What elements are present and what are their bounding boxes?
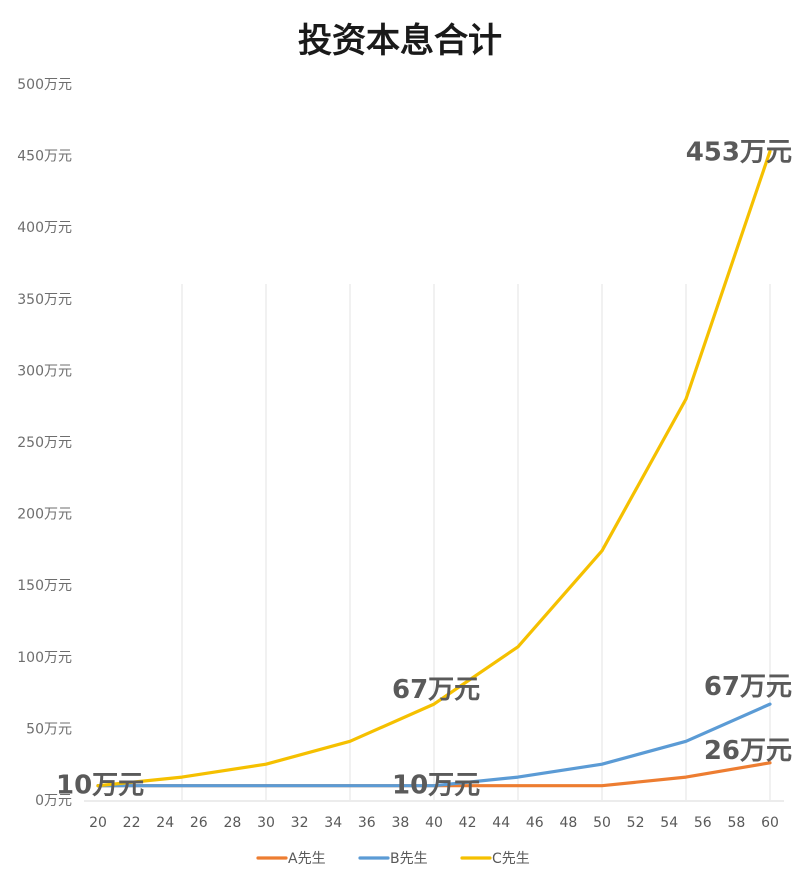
x-tick-label: 42 [459,815,477,831]
x-tick-label: 46 [526,815,544,831]
x-tick-label: 22 [123,815,141,831]
y-tick-label: 500万元 [17,77,72,93]
y-tick-label: 150万元 [17,578,72,594]
x-tick-label: 24 [156,815,174,831]
y-tick-label: 100万元 [17,650,72,666]
y-tick-label: 300万元 [17,363,72,379]
data-label: 26万元 [704,736,792,766]
x-tick-label: 54 [660,815,678,831]
x-tick-label: 52 [627,815,645,831]
series-line [96,702,772,788]
x-tick-label: 56 [694,815,712,831]
y-tick-label: 400万元 [17,220,72,236]
x-tick-label: 58 [727,815,745,831]
y-tick-label: 50万元 [26,721,72,737]
legend-label: B先生 [390,851,428,867]
data-label: 67万元 [704,672,792,702]
x-axis-ticks: 20 22 24 26 28 30 32 34 36 38 40 42 44 46 48 50 52 54 56 58… [89,815,779,831]
data-labels: 10万元 10万元 67万元 67万元 26万元 453万元 [56,137,792,800]
y-tick-label: 250万元 [17,435,72,451]
data-label: 10万元 [56,771,144,801]
legend-label: A先生 [288,851,326,867]
legend-label: C先生 [492,851,530,867]
x-tick-label: 32 [291,815,309,831]
series-line [96,149,772,788]
chart-title: 投资本息合计 [298,21,502,61]
legend: A先生 B先生 C先生 [256,851,530,867]
x-tick-label: 30 [257,815,275,831]
data-label: 67万元 [392,675,480,705]
y-tick-label: 350万元 [17,292,72,308]
series-lines [96,149,772,788]
y-tick-label: 0万元 [35,793,72,809]
x-tick-label: 36 [358,815,376,831]
x-tick-label: 40 [425,815,443,831]
y-tick-label: 450万元 [17,149,72,165]
x-tick-label: 48 [559,815,577,831]
data-label: 10万元 [392,771,480,801]
x-tick-label: 44 [492,815,510,831]
x-tick-label: 26 [190,815,208,831]
data-label: 453万元 [686,137,792,167]
x-tick-label: 50 [593,815,611,831]
grid-lines [181,284,771,800]
x-tick-label: 38 [391,815,409,831]
x-tick-label: 60 [761,815,779,831]
x-tick-label: 34 [324,815,342,831]
x-tick-label: 20 [89,815,107,831]
y-tick-label: 200万元 [17,507,72,523]
x-tick-label: 28 [223,815,241,831]
y-axis-ticks: 0万元 50万元 100万元 150万元 200万元 250万元 300万元 350万元 400… [17,77,72,809]
